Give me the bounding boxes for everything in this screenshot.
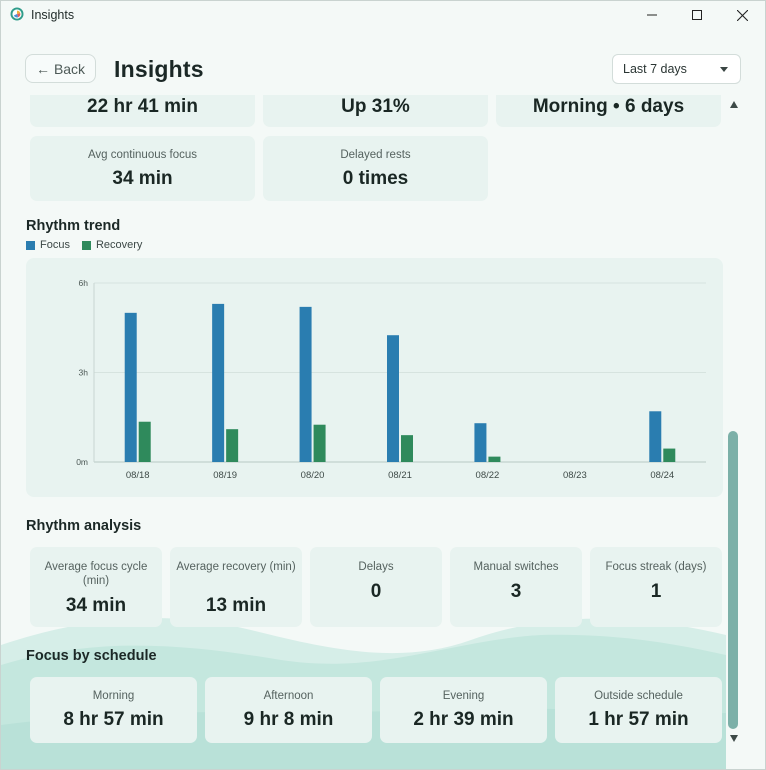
analysis-value: 34 min <box>65 595 127 616</box>
schedule-card-morning: Morning 8 hr 57 min <box>30 677 197 743</box>
y-tick-label: 3h <box>79 368 89 378</box>
chart-legend: Focus Recovery <box>26 239 142 251</box>
bar-focus-08/24[interactable] <box>649 411 662 462</box>
analysis-label: Average focus cycle (min) <box>44 561 148 587</box>
analysis-value: 13 min <box>205 595 267 616</box>
bar-focus-08/19[interactable] <box>212 303 225 462</box>
focus-by-schedule-title: Focus by schedule <box>26 648 157 664</box>
analysis-label: Average recovery (min) <box>176 561 296 573</box>
title-bar: Insights <box>1 1 765 29</box>
analysis-card-manual-switches: Manual switches 3 <box>450 547 582 627</box>
scroll-content[interactable]: 22 hr 41 min Up 31% Morning • 6 days Avg… <box>1 95 726 769</box>
x-tick-label: 08/22 <box>476 470 500 481</box>
schedule-card-evening: Evening 2 hr 39 min <box>380 677 547 743</box>
analysis-card-focus-streak: Focus streak (days) 1 <box>590 547 722 627</box>
bar-recovery-08/18[interactable] <box>138 421 151 462</box>
y-tick-label: 6h <box>79 278 89 288</box>
maximize-icon <box>692 10 702 20</box>
legend-label-recovery: Recovery <box>95 239 143 251</box>
summary-label: Delayed rests <box>340 149 411 161</box>
rhythm-trend-chart: 0m 3h 6h 08/18 08/19 08/20 08/21 08/22 08/23 08/2… <box>26 258 723 497</box>
summary-value: 34 min <box>112 168 173 189</box>
scrollbar-thumb[interactable] <box>728 431 738 729</box>
schedule-label: Afternoon <box>263 690 314 702</box>
summary-card-trend: Up 31% <box>263 95 488 127</box>
x-tick-label: 08/24 <box>650 470 674 481</box>
app-clock-icon <box>10 7 24 21</box>
analysis-card-recovery: Average recovery (min) 13 min <box>170 547 302 627</box>
bar-recovery-08/22[interactable] <box>488 456 501 462</box>
analysis-label: Manual switches <box>473 561 559 573</box>
summary-card-delayed-rests: Delayed rests 0 times <box>263 136 488 201</box>
summary-card-avg-focus: Avg continuous focus 34 min <box>30 136 255 201</box>
analysis-value: 1 <box>650 581 662 602</box>
window-title: Insights <box>31 8 75 22</box>
page-header: ← Back Insights Last 7 days <box>1 45 765 95</box>
summary-value: Up 31% <box>341 96 410 117</box>
y-tick-label: 0m <box>76 457 88 467</box>
analysis-value: 3 <box>510 581 522 602</box>
bar-focus-08/18[interactable] <box>124 312 137 462</box>
legend-swatch-focus <box>26 240 35 250</box>
summary-card-best-period: Morning • 6 days <box>496 95 721 127</box>
legend-swatch-recovery <box>81 240 91 250</box>
summary-value: Morning • 6 days <box>532 96 685 117</box>
chevron-down-icon <box>720 67 728 72</box>
bar-recovery-08/20[interactable] <box>313 424 326 462</box>
schedule-card-outside: Outside schedule 1 hr 57 min <box>555 677 722 743</box>
bar-recovery-08/24[interactable] <box>663 448 676 462</box>
date-range-value: Last 7 days <box>623 62 687 76</box>
minimize-icon <box>647 14 657 16</box>
analysis-label: Focus streak (days) <box>605 561 707 573</box>
bar-focus-08/22[interactable] <box>474 423 487 462</box>
arrow-left-icon: ← <box>35 60 50 77</box>
analysis-card-delays: Delays 0 <box>310 547 442 627</box>
summary-label: Avg continuous focus <box>87 149 198 161</box>
schedule-value: 9 hr 8 min <box>243 709 334 730</box>
analysis-label: Delays <box>358 561 394 573</box>
summary-value: 22 hr 41 min <box>87 96 198 117</box>
page-title: Insights <box>114 56 204 82</box>
summary-value: 0 times <box>342 168 409 189</box>
summary-card-total-focus: 22 hr 41 min <box>30 95 255 127</box>
x-tick-label: 08/18 <box>126 470 150 481</box>
analysis-card-focus-cycle: Average focus cycle (min) 34 min <box>30 547 162 627</box>
close-button[interactable] <box>719 1 765 29</box>
analysis-value: 0 <box>370 581 382 602</box>
x-tick-label: 08/21 <box>388 470 412 481</box>
maximize-button[interactable] <box>674 1 720 29</box>
x-tick-label: 08/20 <box>301 470 325 481</box>
back-button[interactable]: ← Back <box>25 54 96 83</box>
schedule-value: 2 hr 39 min <box>413 709 514 730</box>
legend-item-recovery: Recovery <box>81 239 143 251</box>
vertical-scrollbar[interactable] <box>726 95 742 747</box>
schedule-label: Evening <box>442 690 485 702</box>
scroll-up-icon[interactable] <box>730 101 738 108</box>
schedule-label: Outside schedule <box>594 690 683 702</box>
minimize-button[interactable] <box>629 1 675 29</box>
schedule-card-afternoon: Afternoon 9 hr 8 min <box>205 677 372 743</box>
back-button-label: Back <box>53 60 86 77</box>
schedule-value: 8 hr 57 min <box>63 709 164 730</box>
bar-focus-08/21[interactable] <box>387 335 399 462</box>
rhythm-trend-title: Rhythm trend <box>26 218 121 234</box>
bar-focus-08/20[interactable] <box>299 306 312 462</box>
chart-svg: 0m 3h 6h 08/18 08/19 08/20 08/21 08/22 08/23 08/2… <box>76 278 706 481</box>
legend-item-focus: Focus <box>26 239 70 251</box>
bar-recovery-08/21[interactable] <box>401 435 413 462</box>
x-tick-label: 08/23 <box>563 470 587 481</box>
schedule-value: 1 hr 57 min <box>588 709 689 730</box>
schedule-label: Morning <box>92 690 135 702</box>
scroll-down-icon[interactable] <box>730 735 738 742</box>
bar-recovery-08/19[interactable] <box>226 429 239 462</box>
x-tick-label: 08/19 <box>213 470 237 481</box>
rhythm-analysis-title: Rhythm analysis <box>26 518 142 534</box>
legend-label-focus: Focus <box>40 239 70 251</box>
close-icon <box>736 9 748 21</box>
date-range-select[interactable]: Last 7 days <box>612 54 741 84</box>
